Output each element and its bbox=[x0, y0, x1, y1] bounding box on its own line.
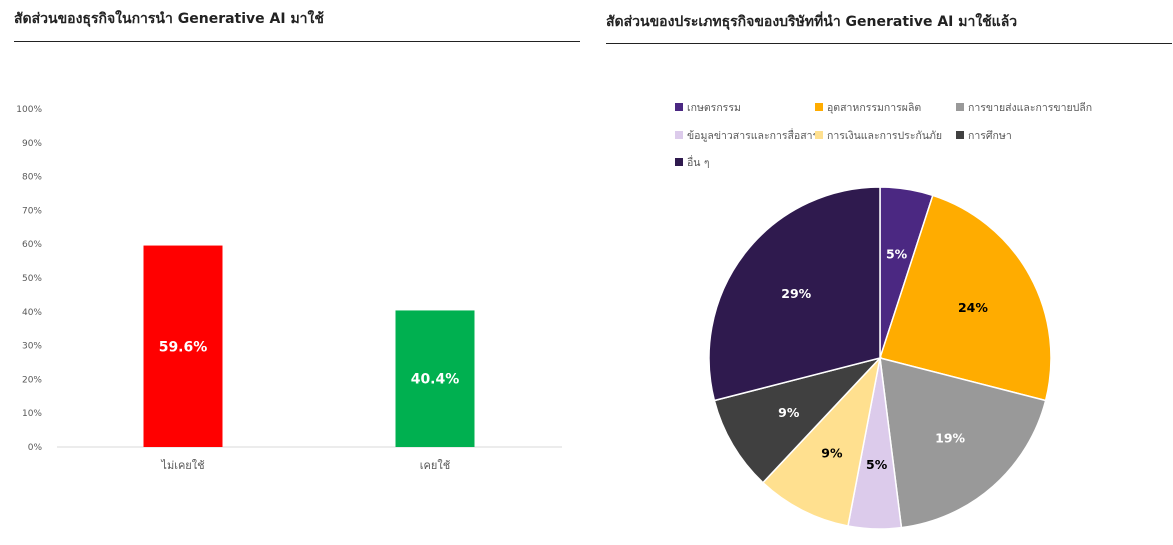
legend-label: การเงินและการประกันภัย bbox=[827, 130, 942, 142]
pie-data-label: 5% bbox=[866, 457, 888, 472]
legend-label: เกษตรกรรม bbox=[687, 102, 741, 114]
legend-swatch bbox=[675, 131, 683, 139]
bar-chart-title-rule bbox=[14, 41, 580, 42]
x-tick-label: ไม่เคยใช้ bbox=[160, 459, 204, 472]
y-tick-label: 60% bbox=[22, 240, 42, 250]
y-tick-label: 90% bbox=[22, 139, 42, 149]
pie-chart: เกษตรกรรม อุตสาหกรรมการผลิต การขายส่งและกา… bbox=[675, 101, 1092, 530]
x-tick-label: เคยใช้ bbox=[420, 459, 450, 472]
pie-slice bbox=[879, 194, 1052, 402]
pie-slice bbox=[761, 355, 882, 527]
pie-slice bbox=[708, 186, 881, 402]
bar bbox=[395, 310, 475, 447]
bar-data-label: 40.4% bbox=[411, 372, 460, 388]
y-tick-label: 40% bbox=[22, 308, 42, 318]
y-tick-label: 100% bbox=[16, 105, 42, 115]
y-tick-label: 20% bbox=[22, 375, 42, 385]
bar-data-label: 59.6% bbox=[159, 339, 208, 355]
pie-chart-title: สัดส่วนของประเภทธุรกิจของบริษัทที่นำ Gen… bbox=[606, 14, 1018, 30]
legend-swatch bbox=[815, 131, 823, 139]
legend-label: อุตสาหกรรมการผลิต bbox=[827, 102, 921, 114]
legend-swatch bbox=[675, 103, 683, 111]
pie-slice bbox=[879, 356, 1047, 529]
pie-data-label: 29% bbox=[781, 286, 811, 301]
legend-swatch bbox=[956, 131, 964, 139]
legend-label: ข้อมูลข่าวสารและการสื่อสาร bbox=[687, 128, 819, 142]
legend-label: อื่น ๆ bbox=[687, 155, 709, 169]
y-tick-label: 50% bbox=[22, 274, 42, 284]
legend-swatch bbox=[815, 103, 823, 111]
legend-swatch bbox=[675, 158, 683, 166]
bar-chart-title: สัดส่วนของธุรกิจในการนำ Generative AI มา… bbox=[14, 11, 324, 27]
legend-swatch bbox=[956, 103, 964, 111]
pie-data-label: 24% bbox=[958, 300, 988, 315]
legend-label: การขายส่งและการขายปลีก bbox=[968, 101, 1092, 114]
y-tick-label: 0% bbox=[28, 443, 43, 453]
y-tick-label: 70% bbox=[22, 206, 42, 216]
pie-data-label: 19% bbox=[935, 431, 965, 446]
y-tick-label: 80% bbox=[22, 173, 42, 183]
pie-slice bbox=[713, 356, 883, 484]
bar bbox=[143, 245, 223, 447]
y-tick-label: 30% bbox=[22, 342, 42, 352]
legend-label: การศึกษา bbox=[968, 130, 1012, 142]
pie-data-label: 9% bbox=[821, 445, 843, 460]
pie-data-label: 5% bbox=[886, 246, 908, 261]
pie-data-label: 9% bbox=[778, 405, 800, 420]
bar-chart: 0% 10% 20% 30% 40% 50% 60% 70% 80% 90% 100% 59.6% ไม… bbox=[16, 105, 562, 472]
pie-chart-title-rule bbox=[606, 43, 1172, 44]
y-tick-label: 10% bbox=[22, 409, 42, 419]
